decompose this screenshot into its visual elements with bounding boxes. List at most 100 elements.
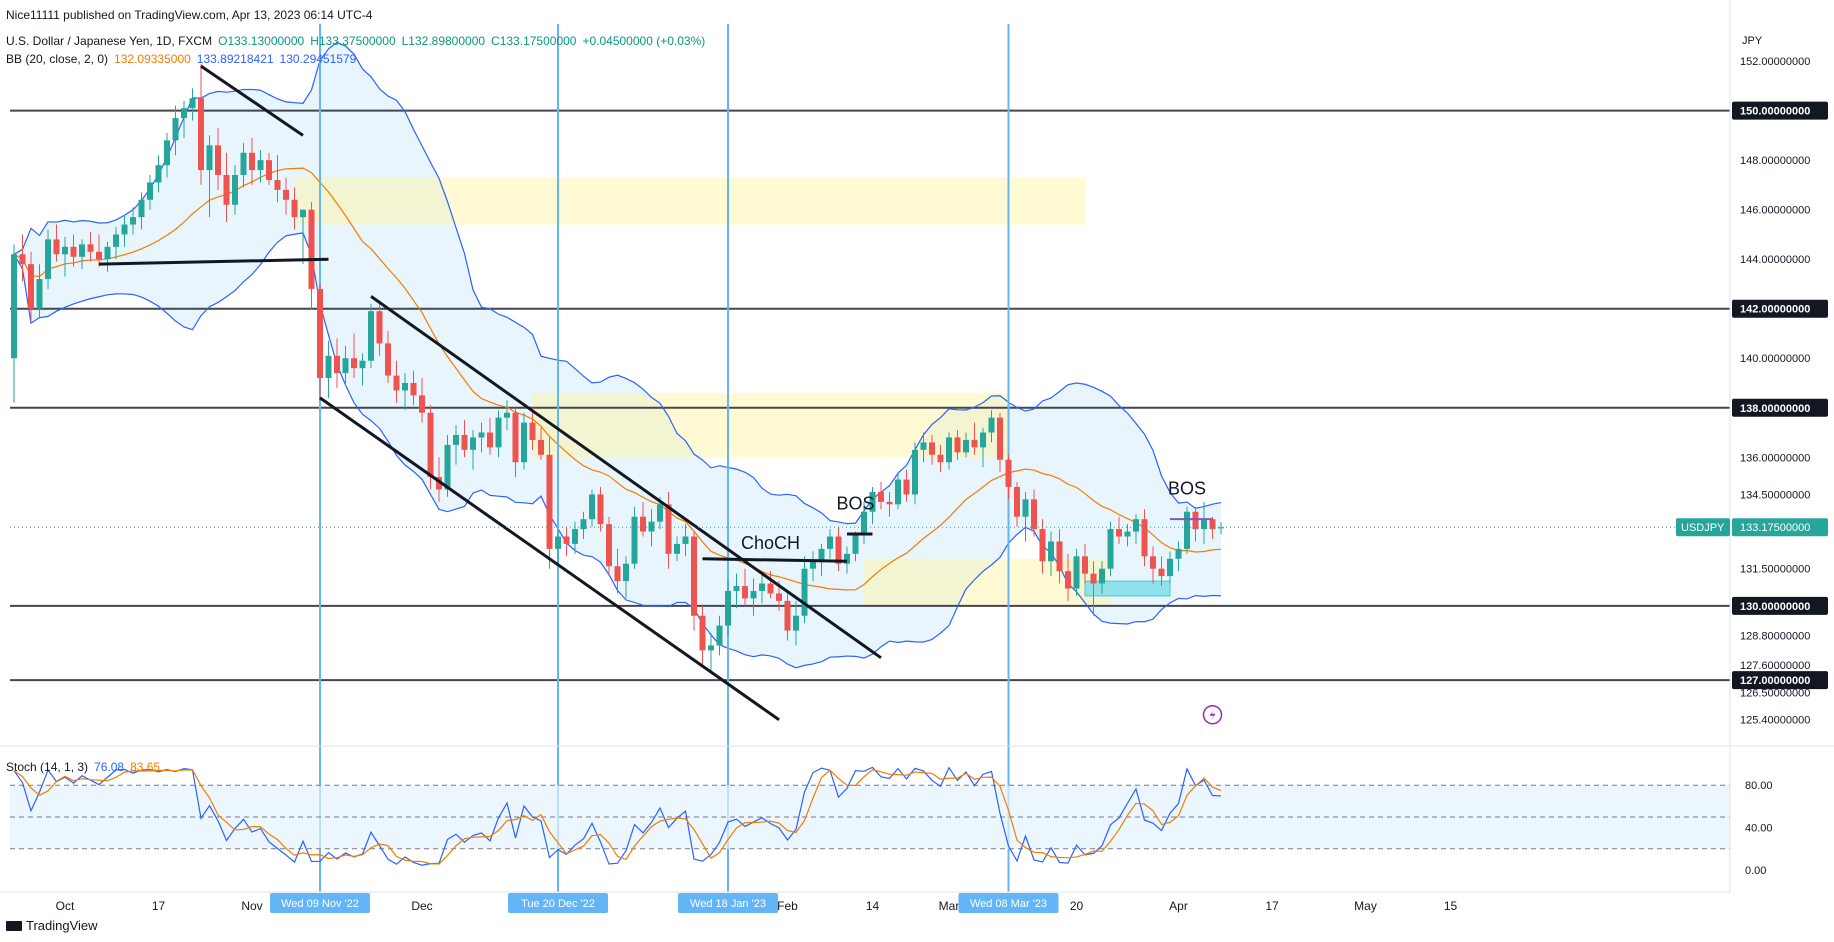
candle-123 (1056, 529, 1063, 584)
candle-body (1082, 556, 1088, 574)
candle-body (1090, 573, 1097, 584)
candle-38 (334, 338, 340, 388)
candle-body (657, 504, 663, 522)
candle-6 (62, 236, 68, 277)
candle-body (589, 494, 595, 520)
candle-92 (793, 600, 799, 646)
candle-body (878, 491, 884, 502)
candle-body (810, 561, 816, 569)
candle-body (929, 442, 935, 455)
candle-67 (580, 511, 587, 539)
candle-body (920, 442, 927, 450)
candle-body (699, 615, 706, 651)
candle-112 (963, 432, 969, 458)
candle-body (988, 417, 995, 433)
candle-73 (631, 506, 638, 569)
candle-103 (886, 491, 893, 517)
candle-131 (1124, 524, 1131, 547)
date-marker-tag (958, 893, 1059, 913)
candle-20 (181, 100, 187, 138)
candle-108 (929, 434, 935, 465)
candle-body (1175, 548, 1182, 559)
candle-96 (827, 529, 833, 559)
candle-139 (1192, 506, 1199, 542)
candle-97 (835, 526, 842, 572)
candle-body (274, 179, 281, 190)
candle-114 (980, 427, 986, 468)
date-marker-label: Wed 08 Mar '23 (970, 898, 1047, 910)
candle-2 (28, 251, 34, 322)
candle-body (266, 160, 272, 180)
y-tick-label: 144.00000000 (1740, 254, 1810, 266)
candle-89 (767, 571, 774, 599)
candle-17 (155, 155, 162, 193)
candle-100 (861, 501, 867, 544)
candle-body (886, 501, 893, 505)
candle-body (410, 383, 417, 396)
candle-109 (937, 444, 944, 473)
bb-lower-value: 130.29451579 (279, 52, 357, 66)
candle-16 (147, 175, 153, 210)
candle-15 (138, 192, 145, 230)
candle-body (937, 454, 944, 463)
level-price-label: 130.00000000 (1740, 601, 1810, 613)
bb-label: BB (20, close, 2, 0) (6, 52, 109, 66)
candle-body (461, 434, 468, 450)
candle-body (215, 145, 221, 176)
candle-body (223, 175, 230, 205)
candle-57 (495, 410, 502, 458)
candle-32 (283, 177, 289, 215)
candle-7 (70, 234, 77, 267)
candle-body (45, 239, 51, 280)
high-value: H133.37500000 (310, 34, 396, 48)
candle-135 (1158, 556, 1165, 587)
candle-140 (1201, 501, 1207, 544)
stoch-tick-label: 80.00 (1745, 780, 1773, 792)
stoch-label: Stoch (14, 1, 3) (6, 760, 89, 774)
candle-body (1192, 511, 1199, 530)
level-price-tag (1732, 398, 1828, 417)
candle-132 (1133, 514, 1139, 544)
candle-body (818, 548, 825, 562)
symbol-description: U.S. Dollar / Japanese Yen, 1D, FXCM (6, 34, 213, 48)
candle-11 (104, 241, 111, 272)
y-tick-label: 134.50000000 (1740, 489, 1810, 501)
x-tick-label: 15 (1444, 899, 1458, 913)
bb-upper-value: 133.89218421 (196, 52, 274, 66)
candle-body (249, 152, 255, 171)
candle-body (1158, 568, 1165, 577)
candle-136 (1167, 551, 1173, 584)
annotation-bos: BOS (1168, 478, 1206, 498)
candle-body (28, 264, 34, 309)
open-value: O133.13000000 (218, 34, 305, 48)
candle-body (172, 118, 179, 141)
candle-65 (563, 526, 570, 557)
candle-58 (504, 400, 510, 431)
candle-body (623, 563, 629, 582)
candle-body (793, 615, 799, 631)
candle-body (903, 479, 910, 495)
y-tick-label: 131.50000000 (1740, 564, 1810, 576)
date-marker-label: Tue 20 Dec '22 (521, 898, 595, 910)
candle-127 (1090, 561, 1097, 616)
candle-body (1031, 499, 1037, 530)
candle-70 (606, 516, 612, 577)
candle-141 (1209, 516, 1216, 539)
stoch-legend[interactable]: Stoch (14, 1, 3) 76.08 83.65 (6, 760, 166, 774)
stoch-d-line (13, 769, 1222, 865)
candle-body (954, 437, 961, 453)
y-tick-label: 146.00000000 (1740, 205, 1810, 217)
last-price-tag (1732, 518, 1828, 537)
candle-body (1167, 558, 1173, 577)
candle-body (487, 432, 493, 448)
brand-label: TradingView (26, 918, 98, 933)
candle-28 (249, 137, 255, 185)
candle-body (1133, 519, 1139, 532)
candle-body (11, 254, 17, 359)
candle-99 (852, 531, 859, 562)
x-tick-label: Feb (777, 899, 798, 913)
candle-119 (1022, 491, 1029, 542)
candle-3 (36, 264, 43, 319)
bb-legend[interactable]: BB (20, close, 2, 0) 132.09335000 133.8921… (6, 52, 362, 66)
